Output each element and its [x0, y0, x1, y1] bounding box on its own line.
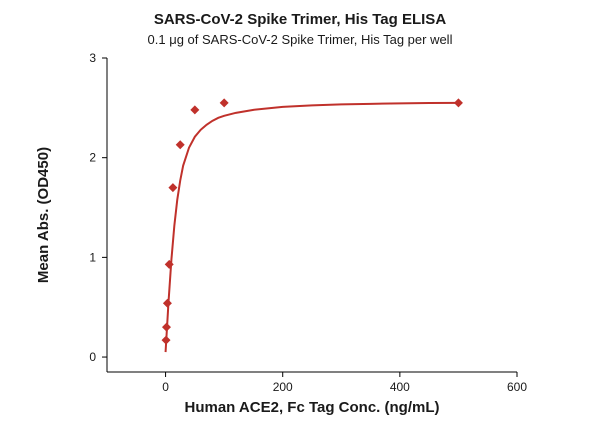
x-axis-label: Human ACE2, Fc Tag Conc. (ng/mL) [184, 399, 439, 416]
data-point [161, 322, 171, 332]
data-point [168, 183, 178, 193]
data-point [161, 335, 171, 345]
data-point [453, 98, 463, 108]
data-point [190, 105, 200, 115]
data-point [219, 98, 229, 108]
x-tick-label: 200 [273, 380, 293, 394]
data-points [161, 98, 463, 345]
y-tick-label: 3 [89, 51, 96, 65]
x-ticks: 0 200 400 600 [162, 372, 527, 394]
y-ticks: 0 1 2 3 [89, 51, 107, 364]
plot-area: 0 1 2 3 0 200 400 600 [89, 51, 527, 394]
chart-title: SARS-CoV-2 Spike Trimer, His Tag ELISA [154, 11, 446, 28]
data-point [162, 298, 172, 308]
y-axis-label: Mean Abs. (OD450) [35, 147, 52, 283]
x-tick-label: 400 [390, 380, 410, 394]
y-tick-label: 1 [89, 250, 96, 264]
fit-curve [164, 101, 459, 353]
x-tick-label: 0 [162, 380, 169, 394]
data-point [175, 140, 185, 150]
y-tick-label: 2 [89, 151, 96, 165]
chart-subtitle: 0.1 μg of SARS-CoV-2 Spike Trimer, His T… [148, 32, 453, 47]
x-tick-label: 600 [507, 380, 527, 394]
y-tick-label: 0 [89, 350, 96, 364]
data-point [164, 259, 174, 269]
